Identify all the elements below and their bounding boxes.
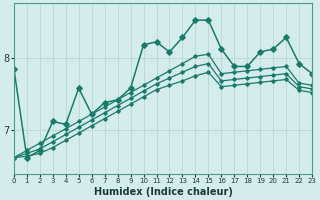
X-axis label: Humidex (Indice chaleur): Humidex (Indice chaleur) (93, 187, 232, 197)
